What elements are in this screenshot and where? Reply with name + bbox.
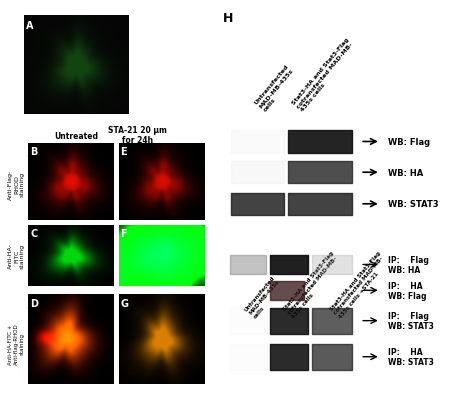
Text: Untransfected
MAD-MB-435s
cells: Untransfected MAD-MB-435s cells xyxy=(254,63,299,113)
Text: G: G xyxy=(120,298,128,308)
Text: Untransfected
MAD-MB-435s
cells: Untransfected MAD-MB-435s cells xyxy=(244,274,285,319)
Text: Stat3-HA and Stat3-Flag
cotransfected MAD-MB-
435s cells: Stat3-HA and Stat3-Flag cotransfected MA… xyxy=(292,36,359,113)
Text: Anti-HA-FITC +
Anti-flag-RHOD
staining: Anti-HA-FITC + Anti-flag-RHOD staining xyxy=(8,323,25,364)
Text: E: E xyxy=(120,147,127,157)
Text: Anti-Flag-
RHOD
staining: Anti-Flag- RHOD staining xyxy=(8,169,25,199)
Text: WB: Flag: WB: Flag xyxy=(388,138,429,146)
Text: IP:    Flag
WB: HA: IP: Flag WB: HA xyxy=(388,255,428,274)
Text: Anti-HA-
FITC
staining: Anti-HA- FITC staining xyxy=(8,243,25,269)
Text: WB: HA: WB: HA xyxy=(388,169,423,177)
Text: IP:    HA
WB: Flag: IP: HA WB: Flag xyxy=(388,281,426,300)
Text: D: D xyxy=(30,298,38,308)
Text: Stat3-HA and Stat3-Flag
cotransfected MAD-MB-
435s cells: Stat3-HA and Stat3-Flag cotransfected MA… xyxy=(283,250,344,319)
Text: STA-21 20 μm
for 24h: STA-21 20 μm for 24h xyxy=(108,125,167,145)
Text: Untreated: Untreated xyxy=(54,131,98,140)
Text: IP:    Flag
WB: STAT3: IP: Flag WB: STAT3 xyxy=(388,311,433,330)
Text: Stat3-HA and Stat3-Flag
cotransfected MAD-MB-
435s cells +STA-21: Stat3-HA and Stat3-Flag cotransfected MA… xyxy=(329,250,391,319)
Text: F: F xyxy=(120,228,127,238)
Text: C: C xyxy=(30,228,37,238)
Text: WB: STAT3: WB: STAT3 xyxy=(388,200,438,209)
Text: A: A xyxy=(26,21,33,31)
Text: H: H xyxy=(223,12,233,25)
Text: IP:    HA
WB: STAT3: IP: HA WB: STAT3 xyxy=(388,347,433,366)
Text: B: B xyxy=(30,147,37,157)
